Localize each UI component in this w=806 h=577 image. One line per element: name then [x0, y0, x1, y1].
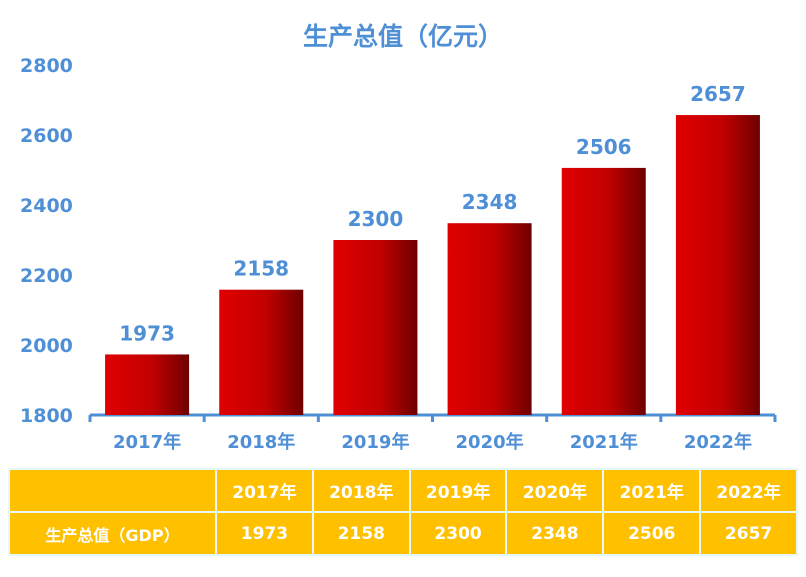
data-label: 2158	[233, 257, 289, 281]
y-tick-label: 2200	[20, 265, 73, 287]
data-label: 2348	[462, 190, 518, 214]
x-tick-label: 2020年	[456, 431, 524, 453]
data-label: 2300	[348, 207, 404, 231]
bar-2017年	[105, 354, 190, 415]
bar-2018年	[219, 289, 304, 415]
y-tick-label: 2000	[20, 335, 73, 357]
y-tick-label: 2800	[20, 55, 73, 77]
table-header-row: 2017年 2018年 2019年 2020年 2021年 2022年	[8, 468, 798, 513]
table-header-cell: 2019年	[408, 468, 508, 513]
table-row: 生产总值（GDP） 1973 2158 2300 2348 2506 2657	[8, 511, 798, 556]
data-label: 2657	[690, 82, 746, 106]
data-label: 2506	[576, 135, 632, 159]
bar-chart: 生产总值（亿元） 1800 2000 2200 2400 2600 2800 1973 21…	[20, 22, 777, 453]
table-cell: 2506	[602, 511, 702, 556]
chart-title: 生产总值（亿元）	[303, 22, 503, 51]
table-header-cell: 2018年	[311, 468, 411, 513]
table-cell: 2657	[699, 511, 798, 556]
table-cell: 2300	[408, 511, 508, 556]
table-cell: 1973	[215, 511, 314, 556]
table-cell: 2348	[505, 511, 605, 556]
x-tick-label: 2019年	[341, 431, 409, 453]
table-header-cell: 2017年	[215, 468, 314, 513]
bar-2019年	[333, 240, 418, 415]
table-header-cell: 2021年	[602, 468, 702, 513]
bar-2021年	[561, 167, 646, 415]
table-corner-cell	[8, 468, 217, 513]
y-tick-label: 2400	[20, 195, 73, 217]
bar-2022年	[675, 115, 760, 416]
x-tick-label: 2018年	[227, 431, 295, 453]
table-cell: 2158	[311, 511, 411, 556]
data-label: 1973	[119, 321, 175, 345]
table-header-cell: 2022年	[699, 468, 798, 513]
bar-2020年	[447, 223, 532, 415]
x-tick-label: 2017年	[113, 431, 181, 453]
x-tick-label: 2022年	[684, 431, 752, 453]
y-tick-label: 1800	[20, 405, 73, 427]
table-row-label: 生产总值（GDP）	[8, 511, 217, 556]
y-tick-label: 2600	[20, 125, 73, 147]
table-header-cell: 2020年	[505, 468, 605, 513]
data-table: 2017年 2018年 2019年 2020年 2021年 2022年 生产总值…	[8, 468, 798, 556]
x-tick-label: 2021年	[570, 431, 638, 453]
